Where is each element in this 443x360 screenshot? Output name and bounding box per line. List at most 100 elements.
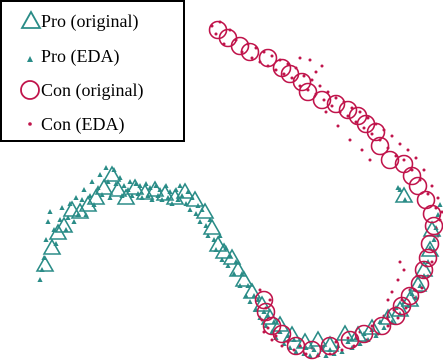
data-point bbox=[193, 211, 199, 216]
data-point bbox=[422, 204, 442, 224]
data-point bbox=[380, 150, 400, 170]
data-point bbox=[254, 290, 274, 310]
data-point bbox=[406, 148, 410, 152]
data-point bbox=[437, 202, 443, 207]
data-point bbox=[270, 315, 290, 332]
data-point bbox=[37, 277, 43, 282]
data-point bbox=[266, 326, 270, 330]
data-point bbox=[348, 138, 352, 142]
legend-marker-con-eda bbox=[28, 122, 32, 126]
data-point bbox=[271, 319, 277, 324]
data-point bbox=[274, 68, 278, 72]
data-point bbox=[62, 200, 82, 217]
data-point bbox=[247, 299, 253, 304]
data-point bbox=[323, 353, 329, 358]
data-point bbox=[94, 178, 114, 195]
data-point bbox=[422, 168, 426, 172]
data-point bbox=[414, 156, 418, 160]
data-point bbox=[270, 338, 274, 342]
legend-label-pro-original: Pro (original) bbox=[41, 11, 138, 32]
data-point bbox=[222, 248, 242, 265]
data-point bbox=[410, 274, 430, 294]
data-point bbox=[81, 187, 87, 192]
data-point bbox=[402, 158, 406, 162]
data-point bbox=[108, 180, 128, 197]
data-point bbox=[234, 270, 254, 287]
data-point bbox=[43, 237, 49, 242]
data-point bbox=[340, 330, 360, 350]
data-point bbox=[386, 324, 390, 328]
data-point bbox=[396, 278, 400, 282]
data-point bbox=[240, 42, 260, 62]
data-point bbox=[312, 90, 332, 110]
data-point bbox=[103, 165, 109, 170]
data-point bbox=[175, 197, 181, 202]
data-point bbox=[430, 260, 434, 264]
legend-marker-pro-eda bbox=[27, 56, 33, 62]
data-point bbox=[282, 325, 302, 342]
data-point bbox=[398, 260, 402, 264]
legend-marker-con-original bbox=[20, 80, 40, 100]
data-point bbox=[268, 298, 272, 302]
data-point bbox=[366, 116, 370, 120]
data-point bbox=[214, 32, 218, 36]
data-point bbox=[79, 197, 85, 202]
data-point bbox=[394, 186, 414, 203]
data-point bbox=[386, 298, 390, 302]
data-point bbox=[97, 172, 103, 177]
data-point bbox=[314, 70, 318, 74]
data-point bbox=[390, 134, 394, 138]
data-point bbox=[121, 183, 127, 188]
data-point bbox=[177, 183, 183, 188]
data-point bbox=[381, 325, 387, 330]
legend-label-con-original: Con (original) bbox=[41, 80, 143, 101]
data-point bbox=[320, 336, 340, 356]
data-point bbox=[346, 336, 350, 340]
data-point bbox=[402, 166, 422, 186]
data-point bbox=[386, 306, 406, 326]
data-point bbox=[145, 180, 165, 197]
data-point bbox=[242, 282, 262, 299]
data-point bbox=[338, 100, 358, 120]
data-point bbox=[202, 218, 222, 235]
data-point bbox=[116, 188, 136, 205]
data-point bbox=[286, 336, 306, 356]
data-point bbox=[280, 344, 284, 348]
data-point bbox=[228, 260, 248, 277]
data-point bbox=[175, 182, 195, 199]
data-point bbox=[320, 335, 340, 352]
data-point bbox=[270, 54, 274, 58]
data-point bbox=[398, 142, 402, 146]
data-point bbox=[318, 84, 322, 88]
data-point bbox=[330, 104, 334, 108]
legend: Pro (original) Pro (EDA) Con (original) … bbox=[0, 0, 185, 142]
data-point bbox=[426, 192, 430, 196]
data-point bbox=[308, 330, 328, 347]
data-point bbox=[86, 188, 106, 205]
data-point bbox=[310, 78, 314, 82]
data-point bbox=[250, 56, 254, 60]
data-point bbox=[102, 165, 122, 182]
data-point bbox=[185, 190, 205, 207]
data-point bbox=[308, 58, 312, 62]
data-point bbox=[418, 248, 438, 268]
data-point bbox=[335, 324, 355, 341]
data-point bbox=[205, 233, 211, 238]
data-point bbox=[63, 227, 69, 232]
data-point bbox=[368, 158, 372, 162]
data-point bbox=[372, 316, 392, 336]
data-point bbox=[373, 333, 379, 338]
data-point bbox=[274, 334, 278, 338]
data-point bbox=[324, 110, 328, 114]
data-point bbox=[293, 349, 299, 354]
data-point bbox=[402, 268, 406, 272]
data-point bbox=[362, 126, 366, 130]
series-pro-original bbox=[35, 165, 442, 352]
data-point bbox=[256, 302, 276, 322]
data-point bbox=[282, 72, 286, 76]
data-point bbox=[197, 219, 203, 224]
data-point bbox=[322, 98, 326, 102]
data-point bbox=[195, 202, 215, 219]
data-point bbox=[127, 179, 133, 184]
data-point bbox=[54, 216, 74, 233]
